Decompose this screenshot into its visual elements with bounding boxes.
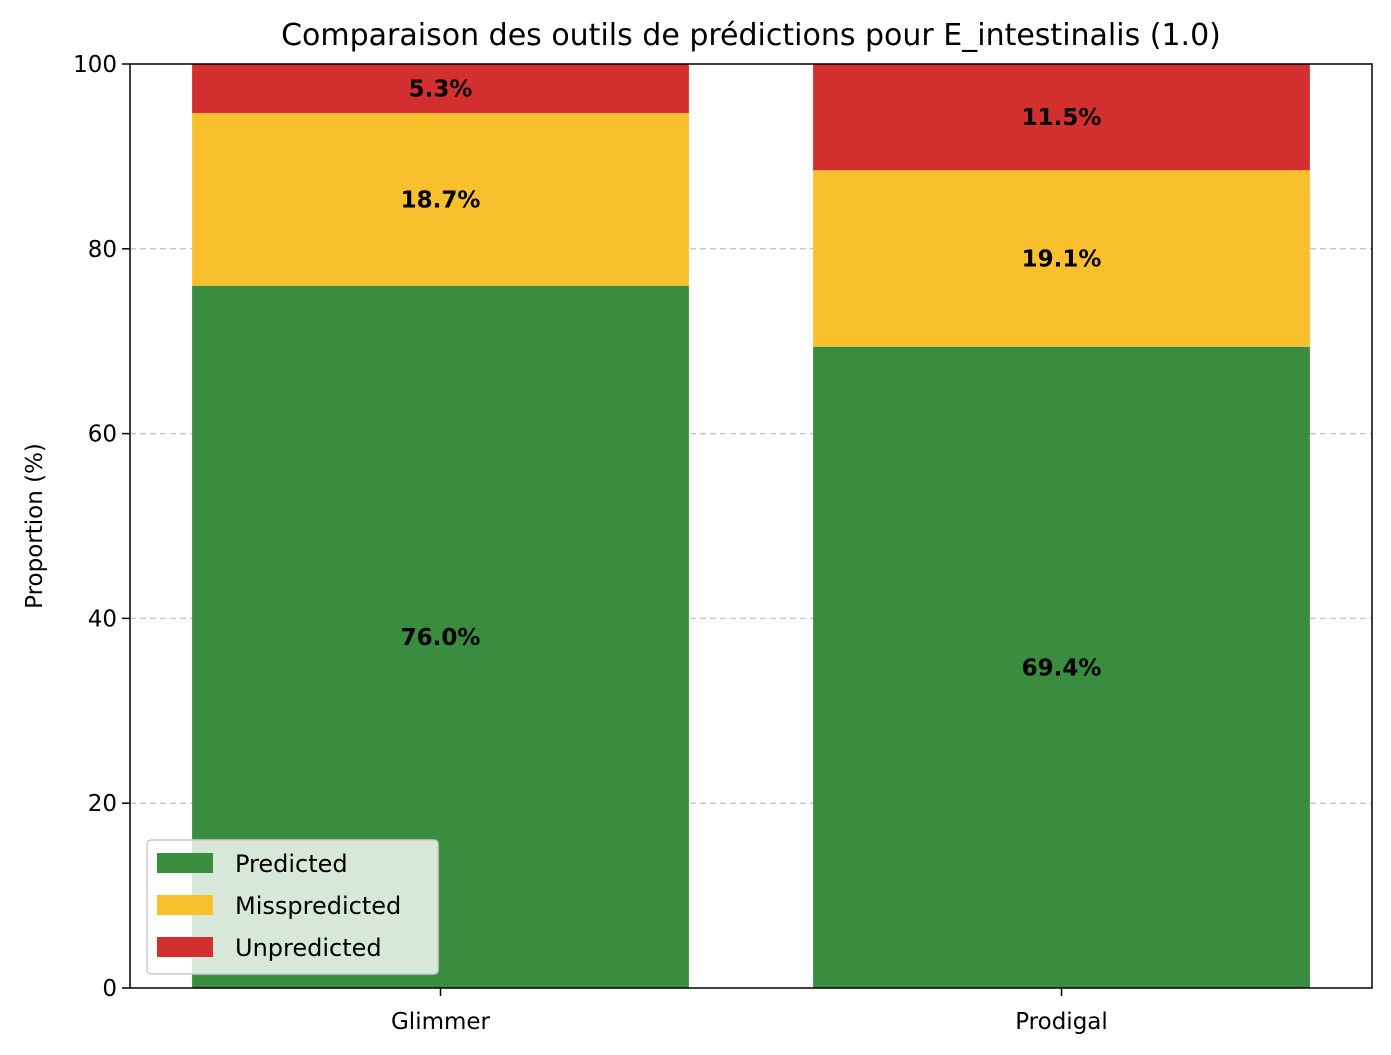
- bar-value-label: 76.0%: [401, 625, 481, 651]
- legend-swatch: [157, 853, 213, 873]
- bar-value-label: 18.7%: [401, 187, 481, 213]
- bar-unpredicted-glimmer: [192, 64, 689, 113]
- bar-predicted-prodigal: [813, 346, 1310, 988]
- x-axis: Glimmer Prodigal: [391, 988, 1108, 1035]
- bar-value-label: 69.4%: [1022, 655, 1102, 681]
- bar-value-label: 19.1%: [1022, 247, 1102, 273]
- y-tick-label: 20: [88, 791, 117, 817]
- bar-labels: 76.0% 18.7% 5.3% 69.4% 19.1% 11.5%: [401, 76, 1102, 681]
- y-tick-label: 80: [88, 237, 117, 263]
- bar-misspredicted-glimmer: [192, 112, 689, 286]
- bars: [192, 64, 1310, 988]
- legend-label: Unpredicted: [235, 934, 382, 962]
- bar-value-label: 11.5%: [1022, 105, 1102, 131]
- y-tick-label: 60: [88, 422, 117, 448]
- bar-unpredicted-prodigal: [813, 64, 1310, 171]
- plot-frame: [129, 63, 1373, 989]
- bar-misspredicted-prodigal: [813, 170, 1310, 347]
- legend: Predicted Misspredicted Unpredicted: [146, 839, 439, 975]
- y-tick-label: 100: [73, 52, 117, 78]
- legend-swatch: [157, 937, 213, 957]
- legend-box: [146, 839, 439, 975]
- legend-label: Misspredicted: [235, 892, 401, 920]
- y-tick-label: 40: [88, 606, 117, 632]
- bar-value-label: 5.3%: [409, 76, 473, 102]
- y-axis-label: Proportion (%): [22, 443, 48, 609]
- x-tick-label: Glimmer: [391, 1009, 491, 1035]
- chart-title: Comparaison des outils de prédictions po…: [281, 18, 1221, 53]
- x-tick-label: Prodigal: [1015, 1009, 1108, 1035]
- legend-label: Predicted: [235, 850, 348, 878]
- y-axis: 0 20 40 60 80 100: [73, 52, 130, 1002]
- legend-swatch: [157, 895, 213, 915]
- y-tick-label: 0: [102, 976, 117, 1002]
